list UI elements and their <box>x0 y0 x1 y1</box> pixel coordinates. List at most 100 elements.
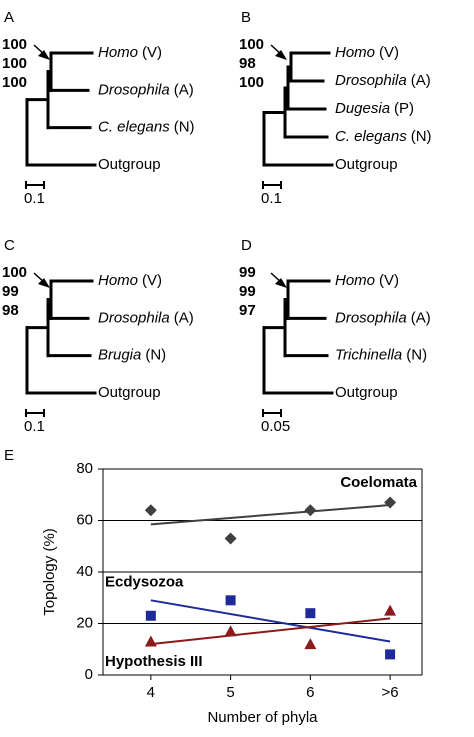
marker <box>145 610 156 621</box>
taxon-label: Outgroup <box>335 384 398 401</box>
taxon-group: (A) <box>174 309 194 326</box>
bootstrap-value: 97 <box>239 302 256 319</box>
taxon-group: (P) <box>394 100 414 117</box>
arrow-head <box>275 278 287 288</box>
marker <box>384 604 397 616</box>
taxon-name: Drosophila <box>335 309 407 326</box>
trend-line <box>150 599 391 643</box>
taxon-label: Outgroup <box>98 384 161 401</box>
taxon-group: (V) <box>142 272 162 289</box>
series-label: Hypothesis III <box>105 653 203 670</box>
taxon-name: Outgroup <box>98 384 161 401</box>
taxon-label: Homo (V) <box>335 272 399 289</box>
bootstrap-value: 100 <box>2 55 27 72</box>
panel-label: B <box>241 9 251 26</box>
taxon-name: Homo <box>335 44 375 61</box>
y-tick-label: 0 <box>85 666 93 683</box>
series-label: Ecdysozoa <box>105 573 184 590</box>
taxon-label: Brugia (N) <box>98 347 166 364</box>
taxon-name: Trichinella <box>335 347 402 364</box>
bootstrap-value: 98 <box>2 302 19 319</box>
marker <box>144 504 157 517</box>
taxon-label: Outgroup <box>98 156 161 173</box>
panel-label: D <box>241 237 252 254</box>
bootstrap-value: 100 <box>2 74 27 91</box>
taxon-name: Homo <box>98 44 138 61</box>
y-tick-label: 80 <box>76 460 93 477</box>
scale-label: 0.1 <box>261 190 282 207</box>
taxon-group: (V) <box>379 44 399 61</box>
marker <box>385 649 396 660</box>
taxon-name: Outgroup <box>98 156 161 173</box>
taxon-group: (V) <box>142 44 162 61</box>
y-tick-label: 60 <box>76 511 93 528</box>
marker <box>304 504 317 517</box>
taxon-label: Homo (V) <box>98 272 162 289</box>
taxon-name: Outgroup <box>335 384 398 401</box>
bootstrap-value: 100 <box>239 36 264 53</box>
x-tick-label: 5 <box>226 684 234 701</box>
taxon-group: (A) <box>411 72 431 89</box>
arrow-head <box>38 278 50 288</box>
taxon-label: Drosophila (A) <box>335 72 431 89</box>
bootstrap-value: 100 <box>2 36 27 53</box>
series-label: Coelomata <box>340 474 417 491</box>
taxon-name: Drosophila <box>98 81 170 98</box>
y-axis-label: Topology (%) <box>41 528 58 616</box>
taxon-label: Drosophila (A) <box>98 309 194 326</box>
taxon-label: C. elegans (N) <box>335 128 432 145</box>
marker <box>304 638 317 650</box>
taxon-group: (A) <box>411 309 431 326</box>
taxon-label: Dugesia (P) <box>335 100 414 117</box>
taxon-label: Drosophila (A) <box>98 81 194 98</box>
taxon-label: Drosophila (A) <box>335 309 431 326</box>
taxon-group: (A) <box>174 81 194 98</box>
marker <box>224 532 237 545</box>
bootstrap-value: 99 <box>239 264 256 281</box>
bootstrap-value: 98 <box>239 55 256 72</box>
marker <box>224 625 237 637</box>
taxon-name: Drosophila <box>98 309 170 326</box>
taxon-label: Outgroup <box>335 156 398 173</box>
taxon-label: Trichinella (N) <box>335 347 427 364</box>
marker <box>144 635 157 647</box>
taxon-name: Homo <box>98 272 138 289</box>
taxon-group: (N) <box>174 119 195 136</box>
taxon-name: C. elegans <box>335 128 407 145</box>
trend-line <box>150 617 391 646</box>
taxon-group: (V) <box>379 272 399 289</box>
bootstrap-value: 99 <box>2 283 19 300</box>
taxon-group: (N) <box>145 347 166 364</box>
panel-label: A <box>4 9 14 26</box>
arrow-head <box>38 50 50 60</box>
taxon-name: Homo <box>335 272 375 289</box>
scale-label: 0.1 <box>24 418 45 435</box>
y-tick-label: 20 <box>76 614 93 631</box>
panel-label: E <box>4 447 14 464</box>
taxon-group: (N) <box>411 128 432 145</box>
taxon-name: Dugesia <box>335 100 390 117</box>
x-tick-label: >6 <box>382 684 399 701</box>
taxon-name: Drosophila <box>335 72 407 89</box>
trend-line <box>150 504 391 526</box>
scale-label: 0.1 <box>24 190 45 207</box>
x-tick-label: 4 <box>147 684 155 701</box>
taxon-name: Brugia <box>98 347 141 364</box>
arrow-head <box>275 50 287 60</box>
bootstrap-value: 99 <box>239 283 256 300</box>
bootstrap-value: 100 <box>2 264 27 281</box>
taxon-label: Homo (V) <box>335 44 399 61</box>
marker <box>384 496 397 509</box>
panel-label: C <box>4 237 15 254</box>
taxon-name: Outgroup <box>335 156 398 173</box>
taxon-name: C. elegans <box>98 119 170 136</box>
marker <box>225 595 236 606</box>
bootstrap-value: 100 <box>239 74 264 91</box>
y-tick-label: 40 <box>76 563 93 580</box>
taxon-group: (N) <box>406 347 427 364</box>
x-tick-label: 6 <box>306 684 314 701</box>
taxon-label: C. elegans (N) <box>98 119 195 136</box>
scale-label: 0.05 <box>261 418 290 435</box>
x-axis-label: Number of phyla <box>207 709 318 726</box>
